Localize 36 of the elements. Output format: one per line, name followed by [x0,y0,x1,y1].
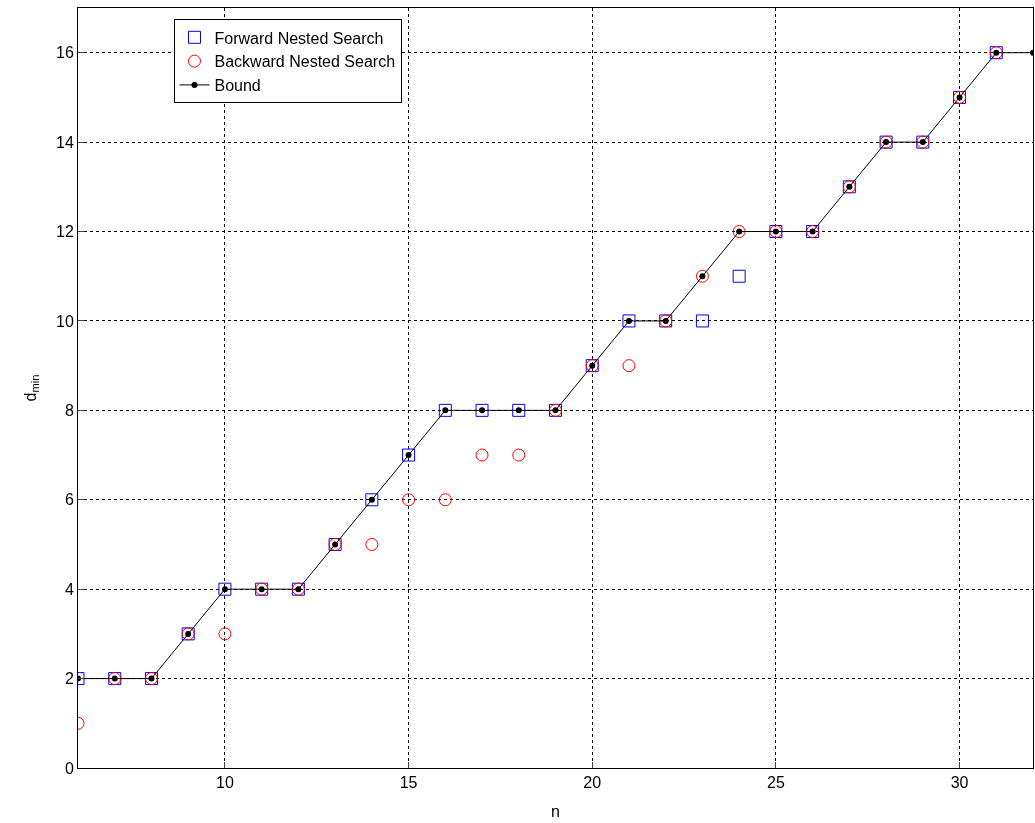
point [365,537,379,551]
y-tick-label: 0 [64,759,74,777]
x-tick-label: 20 [583,774,602,792]
point [512,448,526,462]
point [512,403,526,417]
y-tick-label: 10 [56,312,74,330]
point [438,403,452,417]
point [365,493,379,507]
point [695,314,709,328]
legend-label: Backward Nested Search [214,53,396,71]
x-tick-label: 10 [216,774,234,792]
point [475,448,489,462]
y-tick-label: 4 [64,580,74,598]
point [402,493,416,507]
y-tick-label: 16 [56,44,74,62]
point [622,359,636,373]
y-tick-label: 12 [56,223,74,241]
y-tick-label: 6 [64,491,74,509]
x-axis-title: n [551,802,560,820]
point [475,403,489,417]
point [622,314,636,328]
point [218,627,232,641]
point [218,582,232,596]
legend-label: Forward Nested Search [214,29,384,47]
point [732,269,746,283]
point [438,493,452,507]
x-tick-label: 25 [766,774,785,792]
point [402,448,416,462]
y-tick-label: 14 [56,133,74,151]
point [695,269,709,283]
x-tick-label: 30 [950,774,969,792]
y-tick-label: 8 [64,401,74,419]
y-tick-label: 2 [64,670,74,688]
legend-label: Bound [214,77,261,95]
point [732,225,746,239]
x-tick-label: 15 [399,774,418,792]
